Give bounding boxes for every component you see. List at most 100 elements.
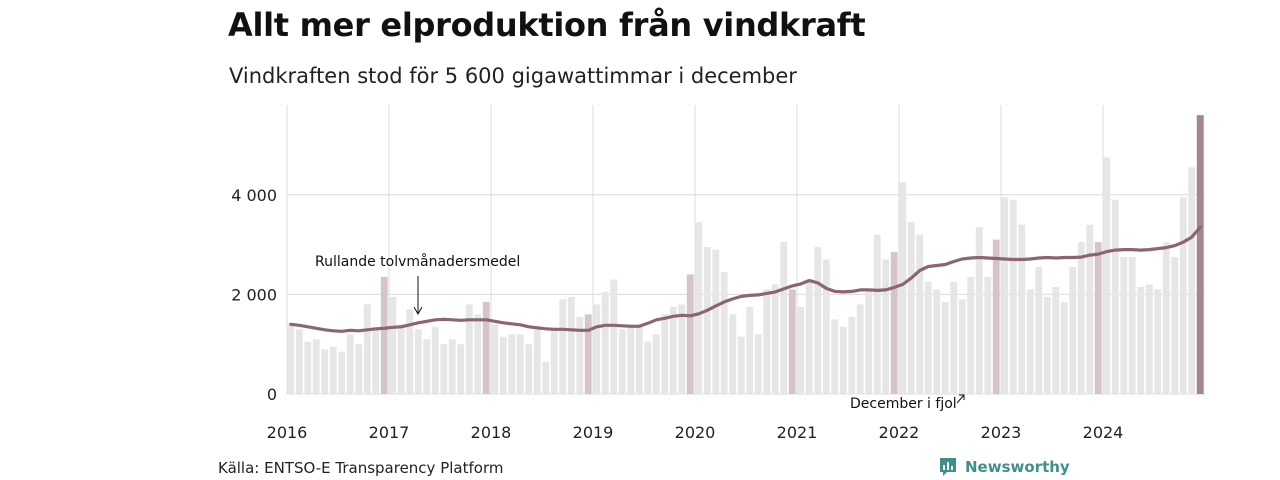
bar (482, 301, 490, 394)
x-tick-label: 2017 (369, 423, 410, 442)
bar (321, 349, 329, 394)
bar (287, 324, 295, 394)
bar (346, 334, 354, 394)
bar (1094, 242, 1102, 394)
y-tick-label: 0 (267, 385, 277, 404)
bar (295, 329, 303, 394)
bar (661, 314, 669, 394)
bar (839, 326, 847, 394)
bar (440, 344, 448, 394)
bar (584, 314, 592, 394)
bar (1077, 242, 1085, 394)
bar (610, 279, 618, 394)
bar (559, 299, 567, 394)
bar (457, 344, 465, 394)
rolling-average-annotation-arrow (413, 276, 423, 316)
december-last-year-annotation-arrow (956, 394, 965, 404)
bar (1001, 197, 1009, 394)
bar (814, 247, 822, 394)
bar (975, 227, 983, 394)
bar (1052, 286, 1060, 394)
bar (992, 239, 1000, 394)
bar (1128, 257, 1136, 394)
brand-logo[interactable]: Newsworthy (938, 456, 1070, 478)
bar (465, 304, 473, 394)
bar (856, 304, 864, 394)
bar (797, 306, 805, 394)
bar (474, 314, 482, 394)
y-axis-ticks: 0 2 000 4 000 (231, 186, 277, 404)
bar (355, 344, 363, 394)
bar (406, 309, 414, 394)
bar (788, 289, 796, 394)
x-tick-label: 2018 (471, 423, 512, 442)
bar (984, 276, 992, 394)
bar (737, 336, 745, 394)
y-tick-label: 4 000 (231, 186, 277, 205)
bar (720, 271, 728, 394)
bar (1043, 296, 1051, 394)
bar (780, 242, 788, 394)
bar (550, 329, 558, 394)
bar (499, 336, 507, 394)
bar (601, 291, 609, 394)
bar (865, 289, 873, 394)
bar (1103, 157, 1111, 394)
bar (1026, 289, 1034, 394)
bar (695, 222, 703, 394)
bar (763, 289, 771, 394)
bar (1060, 301, 1068, 394)
december-last-year-annotation: December i fjol (850, 396, 957, 412)
bar (703, 247, 711, 394)
bar (746, 306, 754, 394)
bar (1154, 289, 1162, 394)
bar (941, 301, 949, 394)
chart-title: Allt mer elproduktion från vindkraft (228, 6, 866, 44)
bar (525, 344, 533, 394)
bar (448, 339, 456, 394)
bar (533, 329, 541, 394)
bar (1009, 199, 1017, 394)
bar (1162, 242, 1170, 394)
bar (712, 249, 720, 394)
bar (567, 296, 575, 394)
bar (890, 252, 898, 394)
bar (899, 182, 907, 394)
monthly-bars (287, 115, 1204, 395)
bar (1120, 257, 1128, 394)
bar (678, 304, 686, 394)
bar (1111, 199, 1119, 394)
bar (729, 314, 737, 394)
bar (950, 281, 958, 394)
bar (1018, 224, 1026, 394)
bar (1137, 286, 1145, 394)
bar (967, 276, 975, 394)
bar (431, 326, 439, 394)
bar (652, 334, 660, 394)
x-tick-label: 2016 (267, 423, 308, 442)
bar (958, 299, 966, 394)
bar (754, 334, 762, 394)
bar (618, 329, 626, 394)
bar (831, 319, 839, 394)
y-tick-label: 2 000 (231, 285, 277, 304)
bar (916, 234, 924, 394)
bar (1086, 224, 1094, 394)
bar (669, 306, 677, 394)
gridlines (286, 105, 1205, 395)
bar (848, 316, 856, 394)
rolling-average-annotation: Rullande tolvmånadersmedel (315, 253, 520, 270)
bar (873, 234, 881, 394)
x-tick-label: 2020 (675, 423, 716, 442)
bar (329, 346, 337, 394)
source-note: Källa: ENTSO-E Transparency Platform (218, 459, 504, 477)
bar (805, 279, 813, 394)
bar (593, 304, 601, 394)
brand-name: Newsworthy (965, 458, 1070, 476)
bar (508, 334, 516, 394)
bar (516, 334, 524, 394)
bar (380, 276, 388, 394)
annotations: Rullande tolvmånadersmedel December i fj… (315, 253, 965, 412)
bar (423, 339, 431, 394)
